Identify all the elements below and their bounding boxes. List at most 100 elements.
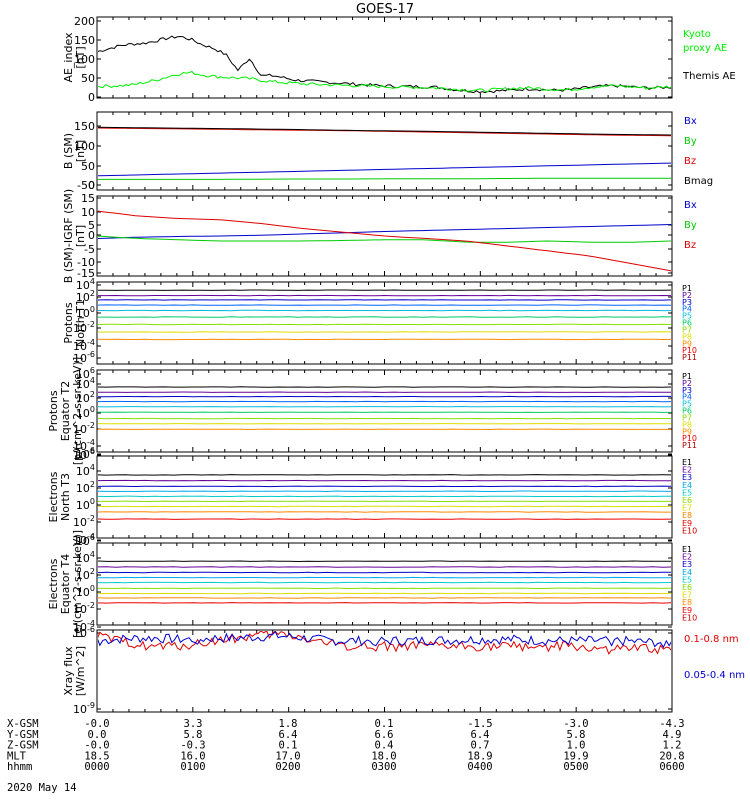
- plot-area: [98, 474, 671, 520]
- series-line: [98, 162, 671, 177]
- legend-entry: E5: [682, 575, 692, 584]
- plot-area: [98, 560, 671, 604]
- series-line: [98, 566, 671, 568]
- footer-value: 3.3: [184, 718, 203, 730]
- legend-entry: P7: [682, 325, 692, 334]
- legend-entry: P6: [682, 407, 692, 416]
- series-line: [98, 505, 671, 508]
- footer-value: -1.5: [467, 718, 492, 730]
- series-line: [98, 474, 671, 476]
- legend-entry: E5: [682, 488, 692, 497]
- legend-entry: Bz: [684, 240, 696, 251]
- series-line: [98, 224, 671, 239]
- y-tick-label: 10-6: [73, 350, 95, 365]
- series-line: [98, 587, 671, 590]
- legend-entry: proxy AE: [683, 43, 727, 54]
- legend-entry: P10: [682, 434, 697, 443]
- footer-value: 18.5: [84, 750, 109, 762]
- legend-entry: P11: [682, 353, 697, 362]
- panel-frame: [96, 369, 673, 453]
- series-line: [98, 631, 671, 655]
- y-tick-label: 102: [76, 480, 95, 495]
- panel-1: 200 150 100 50 0AE_index[nT] Kyoto proxy AE The…: [62, 15, 736, 104]
- legend-entry: P7: [682, 413, 692, 422]
- y-tick-label: 10-4: [73, 338, 95, 353]
- y-tick-label: 106: [76, 446, 95, 461]
- y-tick-label: 100: [76, 405, 95, 420]
- footer-value: 0500: [563, 761, 588, 773]
- series-line: [98, 602, 671, 604]
- legend-entry: E1: [682, 545, 692, 554]
- footer-value: 0.4: [375, 740, 394, 752]
- series-line: [98, 560, 671, 563]
- footer-value: -0.3: [180, 740, 205, 752]
- footer-value: 4.9: [663, 729, 682, 741]
- panel-frame: [96, 16, 673, 99]
- legend-entry: P3: [682, 298, 692, 307]
- y-tick-label: 0: [88, 179, 95, 192]
- legend-entry: P5: [682, 400, 692, 409]
- legend-entry: P3: [682, 386, 692, 395]
- footer-value: 0400: [467, 761, 492, 773]
- y-tick-label: 100: [74, 53, 95, 66]
- footer-value: 17.0: [275, 750, 300, 762]
- panel-frame: [96, 542, 673, 626]
- y-tick-label: 50: [81, 72, 95, 85]
- y-tick-label: 10-6: [73, 447, 95, 462]
- legend-entry: Bx: [684, 200, 697, 211]
- series-line: [98, 495, 671, 498]
- y-tick-label: 106: [76, 533, 95, 548]
- y-tick-label: 10-4: [73, 438, 95, 453]
- legend-entry: By: [684, 220, 697, 231]
- y-tick-label: 104: [76, 550, 95, 565]
- footer-value: -4.3: [659, 718, 684, 730]
- y-tick-label: 10-2: [73, 421, 95, 436]
- legend-entry: P9: [682, 427, 692, 436]
- plot-area: [98, 35, 671, 94]
- legend-entry: E3: [682, 473, 692, 482]
- legend-entry: Kyoto: [683, 29, 711, 40]
- footer-value: 0.0: [88, 729, 107, 741]
- series-line: [98, 210, 671, 272]
- legend-entry: E7: [682, 591, 692, 600]
- y-tick-label: 10-4: [73, 532, 95, 547]
- legend-entry: E4: [682, 568, 692, 577]
- footer-row-label: X-GSM: [7, 718, 39, 730]
- legend-entry: E2: [682, 466, 692, 475]
- y-axis-label: ElectronsNorth T3: [47, 471, 72, 522]
- legend-entry: 0.05-0.4 nm: [684, 670, 745, 681]
- y-tick-label: 0: [88, 91, 95, 104]
- y-tick-label: -5: [84, 243, 95, 256]
- panel-8: 10-6 10-9 Xray flux[W/m^2] 0.1-0.8 nm 0.05-0…: [62, 625, 745, 716]
- y-tick-label: 102: [76, 567, 95, 582]
- legend-entry: Themis AE: [682, 71, 736, 82]
- y-tick-label: 10-6: [73, 625, 95, 640]
- y-tick-label: 0: [88, 229, 95, 242]
- legend-entry: P6: [682, 319, 692, 328]
- y-axis-label: ProtonsEquator T2[p/(cm^2-s-sr-keV)]: [47, 357, 84, 465]
- footer-value: 1.2: [663, 740, 682, 752]
- legend-entry: E6: [682, 583, 692, 592]
- legend-entry: P11: [682, 441, 697, 450]
- footer-value: -0.0: [84, 740, 109, 752]
- footer-value: 5.8: [184, 729, 203, 741]
- series-line: [98, 126, 671, 136]
- plot-area: [98, 386, 671, 431]
- footer-value: 16.0: [180, 750, 205, 762]
- y-tick-label: 10-2: [73, 320, 95, 335]
- y-tick-label: 10-9: [73, 701, 95, 716]
- legend-entry: P4: [682, 305, 692, 314]
- y-tick-label: 100: [76, 497, 95, 512]
- series-line: [98, 127, 671, 137]
- legend-entry: E9: [682, 519, 692, 528]
- footer-value: 0100: [180, 761, 205, 773]
- series-line: [98, 631, 671, 649]
- legend-entry: P2: [682, 291, 692, 300]
- panel-2: 150 100 50 0-50 B (SM)[nT] Bx By Bz Bmag: [62, 111, 713, 192]
- footer-value: 5.8: [567, 729, 586, 741]
- y-tick-label: 10-2: [73, 514, 95, 529]
